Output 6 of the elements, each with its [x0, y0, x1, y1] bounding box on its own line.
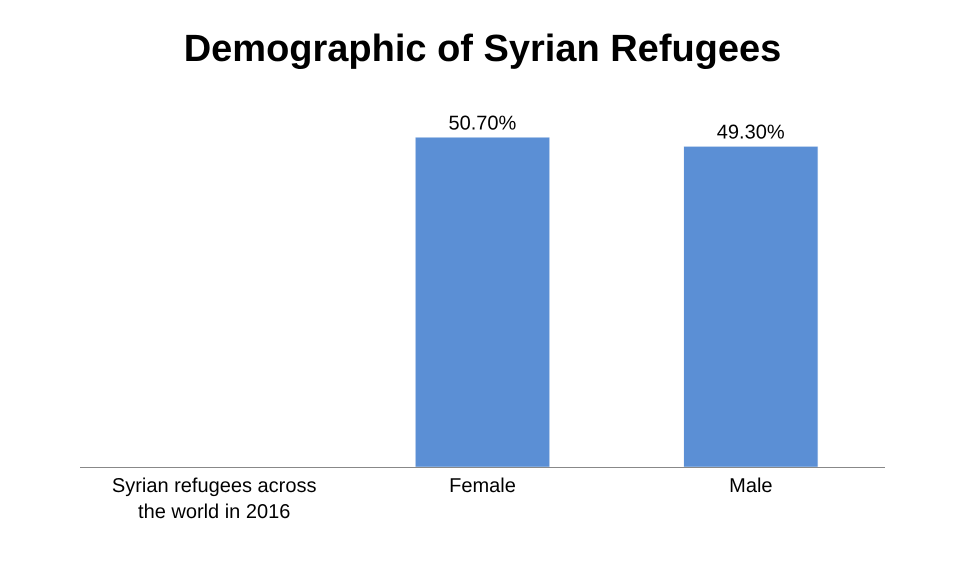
- x-tick-label: Syrian refugees across the world in 2016: [112, 475, 316, 523]
- x-tick-label: Female: [449, 475, 516, 497]
- data-label: 49.30%: [716, 121, 785, 144]
- data-label: 50.70%: [448, 112, 517, 134]
- x-tick-label: Male: [729, 475, 773, 497]
- chart-title: Demographic of Syrian Refugees: [184, 28, 782, 70]
